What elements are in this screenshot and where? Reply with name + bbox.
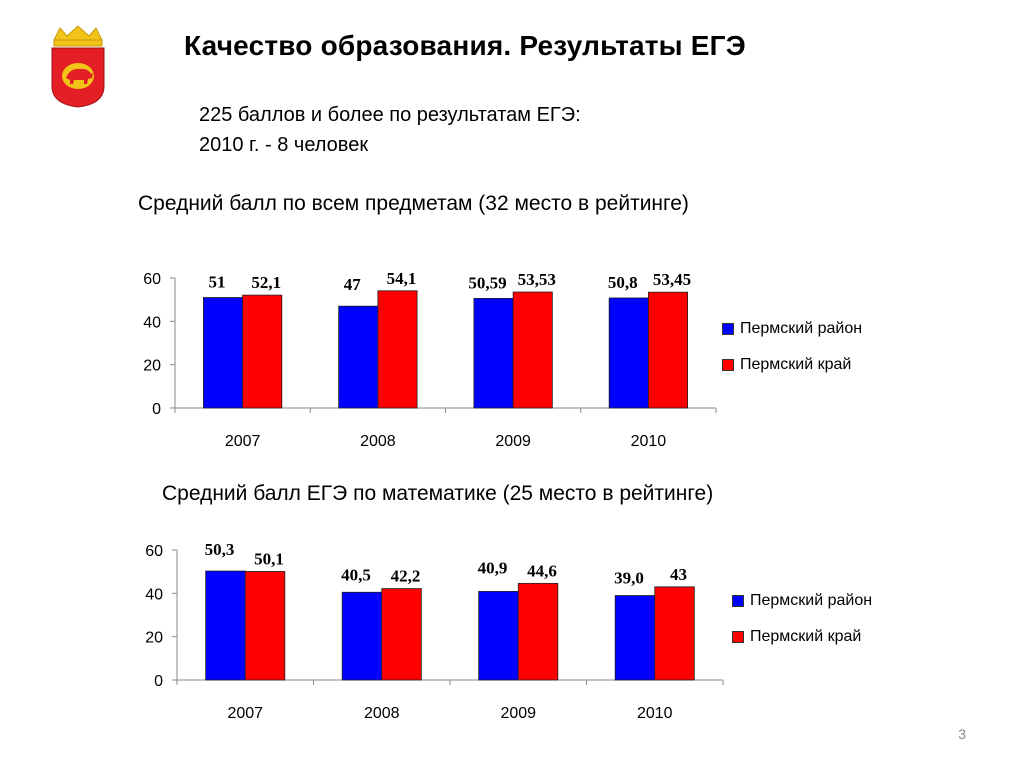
y-tick-label: 60 [145, 543, 163, 560]
bar-district [203, 297, 244, 409]
bar-district [338, 305, 379, 409]
y-tick-label: 20 [143, 358, 161, 375]
data-label: 53,53 [518, 270, 556, 289]
page-number: 3 [958, 726, 966, 742]
chart-average-math: 0 20 40 60 50,3 50,1 2007 40,5 42,2 2008 40,9 44,6 2… [145, 540, 724, 722]
x-tick-label: 2007 [225, 433, 261, 450]
legend-item-district: Пермский район [722, 320, 862, 338]
y-tick-label: 0 [154, 673, 163, 690]
legend-swatch [732, 631, 744, 643]
data-label: 43 [670, 565, 687, 584]
bar-district [614, 595, 656, 681]
subtitle-line-2: 2010 г. - 8 человек [199, 134, 369, 156]
bar-region [244, 571, 286, 681]
x-tick-label: 2008 [364, 705, 400, 722]
legend-swatch [732, 595, 744, 607]
data-label: 44,6 [527, 561, 557, 580]
bar-district [341, 591, 383, 681]
data-label: 40,9 [478, 558, 508, 577]
chart-average-all-subjects: 0 20 40 60 51 52,1 2007 47 54,1 2008 50,59 53,53 200… [143, 269, 717, 450]
chart-1-title: Средний балл по всем предметам (32 место… [138, 192, 689, 215]
y-tick-label: 20 [145, 630, 163, 647]
x-tick-label: 2010 [631, 433, 667, 450]
y-tick-label: 60 [143, 271, 161, 288]
legend-label: Пермский район [740, 320, 863, 337]
data-label: 40,5 [341, 565, 371, 584]
subtitle-line-1: 225 баллов и более по результатам ЕГЭ: [199, 104, 581, 126]
bar-district [473, 297, 514, 409]
bar-region [377, 290, 418, 409]
data-label: 50,3 [205, 540, 235, 559]
legend-item-region: Пермский край [732, 628, 872, 646]
legend-item-region: Пермский край [722, 356, 862, 374]
legend-swatch [722, 359, 734, 371]
x-tick-label: 2007 [227, 705, 263, 722]
y-tick-label: 0 [152, 401, 161, 418]
y-tick-label: 40 [145, 586, 163, 603]
data-label: 50,8 [608, 273, 638, 292]
slide-title: Качество образования. Результаты ЕГЭ [184, 30, 746, 61]
legend-label: Пермский район [750, 592, 873, 609]
data-label: 42,2 [391, 567, 421, 586]
bar-region [517, 582, 559, 681]
x-tick-label: 2010 [637, 705, 673, 722]
chart-1-legend: Пермский район Пермский край [722, 320, 862, 392]
data-label: 52,1 [251, 273, 281, 292]
bar-region [512, 291, 553, 409]
data-label: 51 [209, 273, 226, 292]
data-label: 53,45 [653, 270, 691, 289]
chart-2-title: Средний балл ЕГЭ по математике (25 место… [162, 482, 714, 505]
coat-of-arms-icon [51, 25, 105, 108]
y-tick-label: 40 [143, 314, 161, 331]
bar-region [654, 586, 695, 681]
bar-district [478, 590, 519, 681]
bar-district [608, 297, 649, 409]
legend-item-district: Пермский район [732, 592, 872, 610]
data-label: 47 [344, 275, 362, 294]
data-label: 50,59 [468, 273, 506, 292]
chart-2-legend: Пермский район Пермский край [732, 592, 872, 664]
legend-swatch [722, 323, 734, 335]
bar-region [242, 294, 283, 409]
data-label: 39,0 [614, 569, 644, 588]
bar-district [205, 570, 246, 681]
x-tick-label: 2009 [500, 705, 536, 722]
data-label: 50,1 [254, 549, 284, 568]
bar-region [647, 291, 688, 409]
x-tick-label: 2009 [495, 433, 531, 450]
legend-label: Пермский край [740, 356, 852, 373]
x-tick-label: 2008 [360, 433, 396, 450]
data-label: 54,1 [387, 269, 417, 288]
bar-region [381, 588, 422, 681]
legend-label: Пермский край [750, 628, 862, 645]
